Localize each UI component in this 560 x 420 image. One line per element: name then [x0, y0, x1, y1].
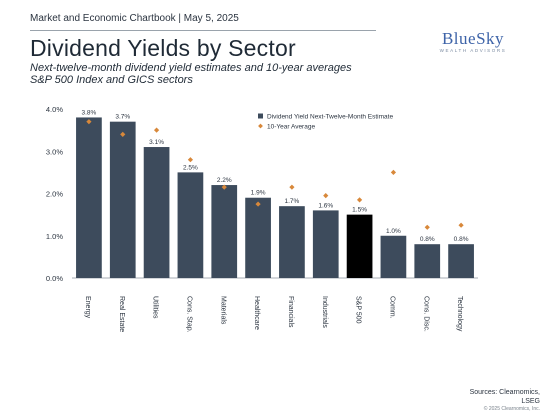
ten-year-average-marker [255, 201, 261, 207]
legend-bar-swatch [258, 113, 263, 119]
x-tick-label: Industrials [321, 296, 328, 328]
bar [312, 210, 339, 278]
bar-value-label: 3.1% [149, 139, 164, 146]
bar [245, 197, 271, 278]
y-axis: 0.0% 1.0% 2.0% 3.0% 4.0% [46, 105, 478, 283]
x-tick-label: Utilities [152, 296, 159, 319]
ten-year-average-marker [153, 127, 160, 133]
header-rule [30, 30, 376, 31]
chartbook-header: Market and Economic Chartbook | May 5, 2… [30, 13, 239, 24]
ten-year-average-marker [86, 119, 92, 125]
legend-marker-swatch [258, 123, 263, 129]
bar-labels-layer: 3.8% 3.7% 3.1% 2.5% 2.2% 1.9% 1.7% 1.6% 1.5% 1.0%… [82, 109, 469, 243]
x-tick-label: Cons. Disc. [422, 296, 429, 332]
sources-line1: Sources: Clearnomics, [469, 389, 540, 396]
bar [211, 185, 238, 278]
bar [414, 244, 441, 278]
ten-year-average-marker [289, 184, 295, 190]
ten-year-average-marker [458, 222, 464, 228]
legend-marker-label: 10-Year Average [267, 124, 315, 131]
copyright: © 2025 Clearnomics, Inc. [483, 406, 540, 412]
x-tick-label: Financials [287, 296, 294, 328]
ten-year-average-marker [390, 169, 397, 175]
ten-year-average-marker [120, 131, 126, 137]
x-tick-label: Technology [456, 296, 463, 332]
logo-tagline: WEALTH ADVISORS [439, 48, 507, 53]
x-labels-layer: Energy Real Estate Utilities Cons. Stap. Mat… [84, 296, 463, 333]
x-tick-label: Cons. Stap. [185, 296, 192, 333]
x-tick-label: Materials [219, 296, 226, 325]
sources-line2: LSEG [521, 398, 540, 405]
ten-year-average-marker [187, 157, 194, 163]
bar [448, 244, 474, 278]
bar [177, 172, 204, 278]
bars-layer [76, 117, 474, 278]
bar [346, 214, 373, 278]
bar-value-label: 1.6% [318, 202, 333, 209]
bar [380, 235, 407, 278]
bar [76, 117, 102, 278]
y-tick-label: 4.0% [46, 105, 63, 114]
bluesky-logo: BlueSky WEALTH ADVISORS [428, 29, 518, 53]
ten-year-average-marker [221, 184, 227, 190]
ten-year-average-marker [424, 224, 430, 230]
logo-name: BlueSky [441, 29, 505, 48]
bar [279, 206, 305, 278]
legend: Dividend Yield Next-Twelve-Month Estimat… [258, 113, 393, 131]
bar-value-label: 3.7% [115, 114, 130, 121]
bar-value-label: 1.5% [352, 207, 367, 214]
bar-value-label: 3.8% [82, 109, 97, 116]
x-tick-label: Energy [84, 296, 91, 319]
legend-bar-label: Dividend Yield Next-Twelve-Month Estimat… [267, 114, 393, 121]
y-tick-label: 3.0% [46, 147, 63, 156]
chart-title: Dividend Yields by Sector [30, 35, 296, 61]
bar-value-label: 2.2% [217, 177, 232, 184]
sources-note: Sources: Clearnomics, LSEG [470, 388, 540, 406]
ten-year-average-marker [356, 197, 363, 203]
y-tick-label: 1.0% [46, 232, 63, 241]
y-tick-label: 0.0% [46, 274, 63, 283]
ten-year-average-marker [323, 193, 329, 199]
bar-value-label: 2.5% [183, 164, 198, 171]
bar-value-label: 0.8% [454, 236, 469, 243]
chart-subtitle-line2: S&P 500 Index and GICS sectors [30, 74, 193, 86]
bar-value-label: 1.7% [285, 198, 300, 205]
x-tick-label: S&P 500 [355, 296, 362, 324]
bar-value-label: 1.0% [386, 228, 401, 235]
x-tick-label: Real Estate [118, 296, 125, 332]
bar-value-label: 0.8% [420, 236, 435, 243]
bar [109, 121, 136, 278]
bar-value-label: 1.9% [251, 190, 266, 197]
x-tick-label: Healthcare [253, 296, 260, 330]
x-tick-label: Comm. [388, 296, 395, 319]
markers-layer [86, 119, 464, 230]
y-tick-label: 2.0% [46, 190, 63, 199]
chart-subtitle-line1: Next-twelve-month dividend yield estimat… [30, 62, 352, 74]
bar [143, 147, 170, 278]
